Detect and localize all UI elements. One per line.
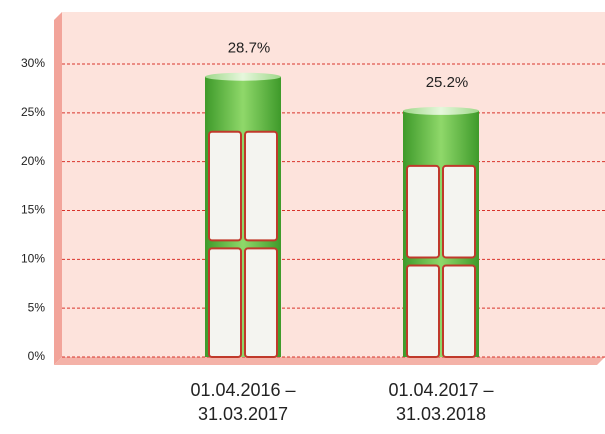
bar-decor (245, 248, 277, 357)
bar-decor (407, 265, 439, 357)
x-tick-label: 01.04.2016 – 31.03.2017 (158, 378, 328, 426)
floor (54, 357, 605, 365)
bar-decor (407, 166, 439, 258)
bar-decor (209, 132, 241, 241)
bar-cap (403, 107, 479, 115)
chart-svg: 0% 5% 10% 15% 20% 25% 30% 28.7% 25.2% (0, 0, 605, 434)
chart: 0% 5% 10% 15% 20% 25% 30% 28.7% 25.2% 01.04.2016… (0, 0, 605, 434)
x-tick-label: 01.04.2017 – 31.03.2018 (356, 378, 526, 426)
bar-decor (443, 265, 475, 357)
side-wall (54, 12, 62, 365)
y-tick-label: 5% (28, 300, 46, 314)
y-tick-label: 15% (21, 203, 45, 217)
y-tick-label: 0% (28, 349, 46, 363)
y-tick-label: 25% (21, 105, 45, 119)
value-label: 28.7% (228, 40, 271, 57)
y-tick-label: 10% (21, 252, 45, 266)
bar-cap (205, 73, 281, 81)
y-tick-label: 20% (21, 154, 45, 168)
y-tick-label: 30% (21, 56, 45, 70)
bar-decor (209, 248, 241, 357)
value-label: 25.2% (426, 74, 469, 91)
bar-decor (443, 166, 475, 258)
bar-decor (245, 132, 277, 241)
